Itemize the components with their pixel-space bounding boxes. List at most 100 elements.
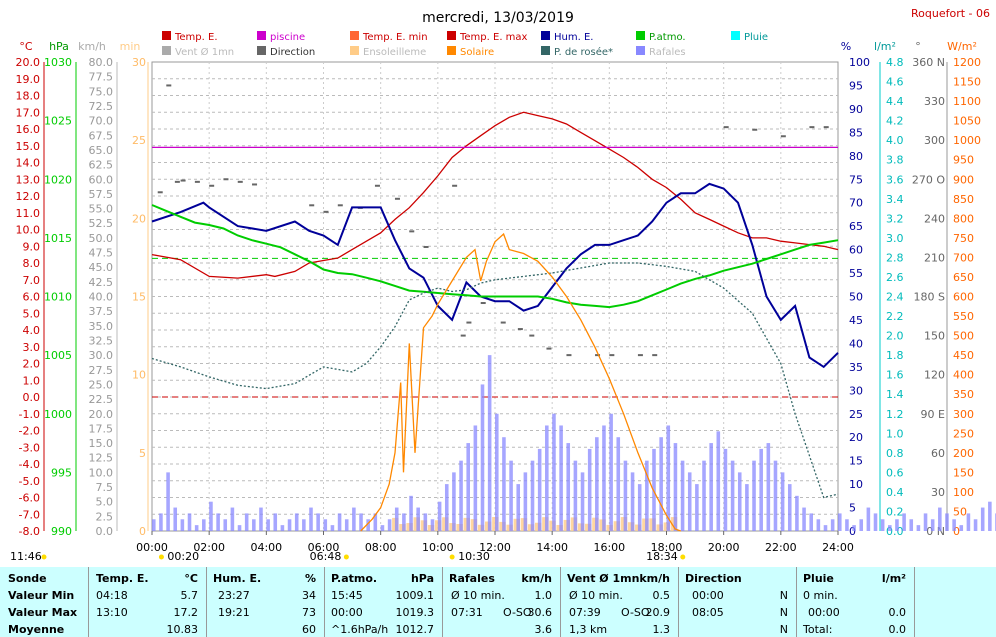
tick-temp: 18.0 [16, 90, 41, 103]
tick-time: 04:00 [250, 541, 282, 554]
axis-unit-wind: km/h [78, 40, 106, 53]
gust-bar [480, 384, 485, 531]
legend-swatch [257, 31, 266, 40]
tick-wind: 67.5 [89, 129, 114, 142]
header-vent-unit: km/h [639, 572, 670, 585]
tick-hum: 55 [849, 267, 863, 280]
tick-sol: 900 [953, 173, 974, 186]
gust-bar [637, 484, 642, 531]
gust-bar [252, 519, 256, 531]
tick-wind: 35.0 [89, 320, 114, 333]
tick-rain: 4.2 [886, 115, 904, 128]
gust-bar [787, 484, 792, 531]
tick-hum: 80 [849, 150, 863, 163]
press-value: 1019.3 [395, 606, 435, 619]
temp-value: 5.7 [180, 589, 199, 602]
summary-table: Sonde Temp. E. °C Hum. E.% P.atmo. hPa Rafales… [0, 567, 996, 637]
gust-bar [852, 525, 856, 531]
tick-hum: 45 [849, 314, 863, 327]
tick-hum: 20 [849, 431, 863, 444]
tick-wind: 37.5 [89, 305, 114, 318]
tick-rain: 2.8 [886, 251, 904, 264]
tick-wind: 77.5 [89, 71, 114, 84]
gust-bar [702, 460, 706, 531]
gust-bar [752, 460, 756, 531]
hum-value: 60 [302, 623, 316, 636]
gust-bar [373, 513, 378, 531]
direction-point [652, 354, 658, 357]
legend-label: Pluie [744, 32, 768, 43]
tick-dir: 120 [924, 369, 945, 382]
gust-bar [302, 519, 306, 531]
tick-wind: 12.5 [89, 452, 114, 465]
tick-sol: 150 [953, 466, 974, 479]
legend-swatch [350, 46, 359, 55]
gust-bar [673, 443, 678, 531]
gust-bar [866, 507, 871, 531]
gust-bar [859, 519, 864, 531]
direction-point [823, 126, 829, 129]
legend-swatch [447, 46, 456, 55]
rafales-time: Ø 10 min. [451, 589, 505, 602]
legend-swatch [257, 46, 266, 55]
legend-swatch [541, 31, 550, 40]
tick-sol: 800 [953, 212, 974, 225]
pluie-time: Total: [803, 623, 833, 636]
axis-unit-rain: l/m² [874, 40, 896, 53]
tick-rain: 1.0 [886, 427, 904, 440]
tick-rain: 1.2 [886, 408, 904, 421]
gust-bar [244, 513, 249, 531]
gust-bar [187, 513, 192, 531]
hum-time: 23:27 [218, 589, 250, 602]
tick-hum: 10 [849, 478, 863, 491]
pluie-time: 00:00 [808, 606, 840, 619]
pluie-time: 0 min. [803, 589, 838, 602]
tick-wind: 32.5 [89, 334, 114, 347]
tick-dir: 0 N [926, 525, 945, 538]
rafales-value: 1.0 [534, 589, 553, 602]
gust-bar [802, 507, 806, 531]
gust-bar [194, 525, 199, 531]
legend-swatch [636, 31, 645, 40]
tick-wind: 7.5 [96, 481, 114, 494]
legend-swatch [731, 31, 740, 40]
gust-bar [487, 355, 492, 531]
tick-sol: 50 [953, 505, 967, 518]
tick-wind: 50.0 [89, 232, 114, 245]
tick-time: 14:00 [536, 541, 568, 554]
tick-press: 1030 [44, 56, 72, 69]
tick-rain: 3.2 [886, 212, 904, 225]
legend-label: Rafales [649, 47, 686, 58]
tick-temp: -8.0 [19, 525, 40, 538]
tick-press: 1020 [44, 173, 72, 186]
gust-bar [294, 513, 299, 531]
gust-bar [823, 525, 828, 531]
vent-time: 1,3 km [569, 623, 608, 636]
gust-bar [437, 501, 442, 531]
gust-bar [166, 472, 170, 531]
gust-bar [730, 460, 735, 531]
weather-chart: mercredi, 13/03/2019 Roquefort - 06 Temp. … [10, 7, 996, 563]
tick-time: 22:00 [765, 541, 797, 554]
direction-value: N [779, 589, 788, 602]
tick-rain: 2.2 [886, 310, 904, 323]
direction-point [194, 180, 200, 183]
tick-time: 16:00 [593, 541, 625, 554]
legend-label: Vent Ø 1mn [175, 46, 234, 58]
chart-title: mercredi, 13/03/2019 [422, 10, 574, 26]
gust-bar [609, 413, 613, 531]
direction-time: 08:05 [692, 606, 724, 619]
tick-rain: 4.4 [886, 95, 904, 108]
marker-left: 11:46 [10, 550, 42, 563]
tick-press: 1015 [44, 232, 72, 245]
tick-time: 02:00 [193, 541, 225, 554]
direction-point [174, 180, 180, 183]
gust-bar [566, 443, 571, 531]
tick-wind: 15.0 [89, 437, 114, 450]
gust-bar [945, 513, 949, 531]
legend-label: P. de rosée* [554, 46, 613, 58]
header-pluie-unit: l/m² [881, 572, 906, 585]
moon-icon [158, 554, 164, 560]
tick-time: 08:00 [365, 541, 397, 554]
gust-bar [973, 519, 978, 531]
